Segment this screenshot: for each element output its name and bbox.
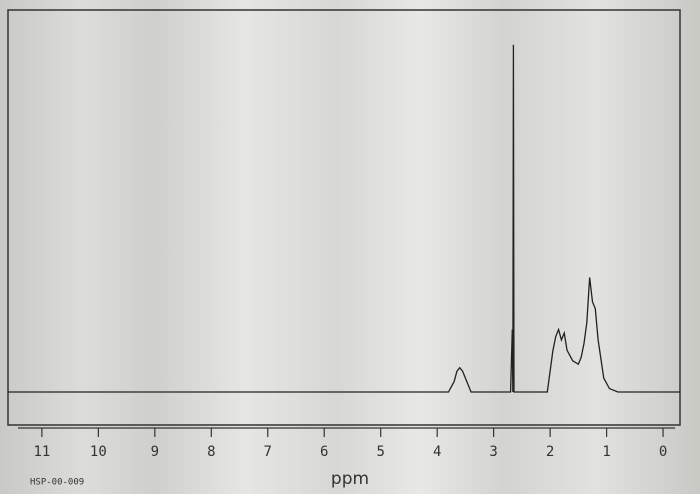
x-tick-label: 7 xyxy=(264,444,272,460)
plot-frame xyxy=(7,9,681,426)
x-tick-label: 11 xyxy=(33,444,50,460)
x-tick-label: 4 xyxy=(433,444,441,460)
x-tick-label: 8 xyxy=(207,444,215,460)
x-tick-label: 3 xyxy=(489,444,497,460)
x-tick-label: 0 xyxy=(659,444,667,460)
x-tick-label: 2 xyxy=(546,444,554,460)
x-tick-label: 9 xyxy=(151,444,159,460)
x-tick-label: 5 xyxy=(376,444,384,460)
x-tick-label: 10 xyxy=(90,444,107,460)
x-axis-label: ppm xyxy=(331,469,369,489)
x-tick-label: 1 xyxy=(602,444,610,460)
footer: HSP-00-009 xyxy=(30,478,84,488)
spectrum-line xyxy=(8,44,680,393)
x-tick-label: 6 xyxy=(320,444,328,460)
